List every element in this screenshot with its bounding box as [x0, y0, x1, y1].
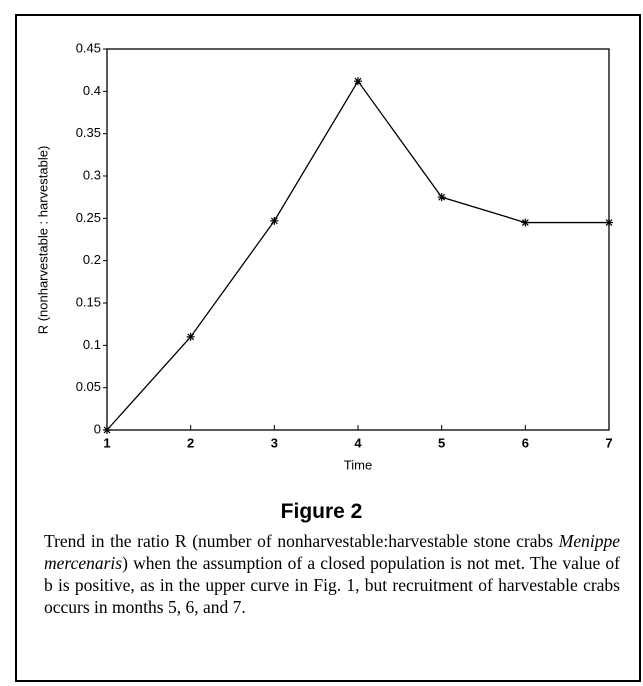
plot-area	[106, 48, 610, 431]
figure-caption: Trend in the ratio R (number of nonharve…	[44, 530, 620, 618]
caption-text: ) when the assumption of a closed popula…	[44, 553, 620, 617]
y-axis-label: R (nonharvestable : harvestable)	[35, 146, 50, 335]
point-marker	[270, 216, 279, 225]
x-tick-label: 2	[187, 435, 194, 450]
x-tick-label: 5	[438, 435, 445, 450]
y-tick-label: 0.15	[76, 294, 101, 309]
point-marker	[354, 77, 362, 86]
point-marker	[605, 218, 613, 227]
y-tick-label: 0.2	[83, 252, 101, 267]
point-marker	[186, 332, 195, 341]
y-tick-label: 0	[94, 421, 101, 436]
x-tick-label: 6	[522, 435, 529, 450]
y-tick-label: 0.05	[76, 379, 101, 394]
x-tick-label: 7	[605, 435, 612, 450]
x-tick-label: 3	[271, 435, 278, 450]
x-tick-label: 4	[354, 435, 362, 450]
y-tick-label: 0.45	[76, 40, 101, 55]
point-marker	[437, 193, 446, 202]
figure-frame	[15, 14, 641, 682]
y-tick-label: 0.3	[83, 167, 101, 182]
chart: R (nonharvestable : harvestable) Time 0 0…	[35, 40, 613, 472]
y-tick-label: 0.35	[76, 125, 101, 140]
figure-label: Figure 2	[280, 500, 363, 523]
caption-species: Menippe mercenaris	[44, 531, 620, 573]
y-tick-label: 0.4	[83, 83, 101, 98]
point-marker	[521, 218, 530, 227]
x-axis-label: Time	[344, 457, 372, 472]
point-marker	[103, 426, 111, 434]
y-tick-label: 0.25	[76, 210, 101, 225]
y-tick-label: 0.1	[83, 337, 101, 352]
caption-text: Trend in the ratio R (number of nonharve…	[44, 531, 559, 551]
line	[106, 79, 609, 431]
x-tick-label: 1	[103, 435, 110, 450]
